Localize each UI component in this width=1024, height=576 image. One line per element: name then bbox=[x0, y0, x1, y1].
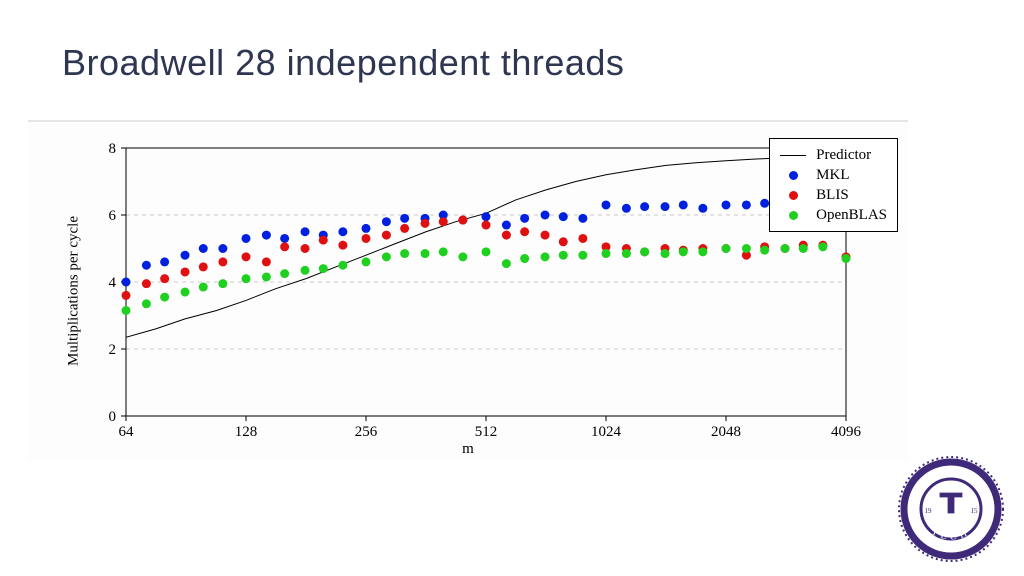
x-axis-label: m bbox=[462, 441, 474, 458]
svg-text:4096: 4096 bbox=[831, 424, 862, 440]
svg-text:1024: 1024 bbox=[591, 424, 622, 440]
legend-label: Predictor bbox=[816, 147, 871, 164]
legend-label: MKL bbox=[816, 167, 849, 184]
legend-label: OpenBLAS bbox=[816, 207, 887, 224]
svg-text:15: 15 bbox=[971, 507, 979, 515]
legend-item: OpenBLAS bbox=[780, 205, 887, 225]
svg-text:0: 0 bbox=[109, 409, 117, 425]
svg-text:19: 19 bbox=[925, 507, 933, 515]
svg-text:256: 256 bbox=[355, 424, 378, 440]
legend-item: Predictor bbox=[780, 145, 887, 165]
svg-text:2: 2 bbox=[109, 342, 117, 358]
page-title: Broadwell 28 independent threads bbox=[62, 42, 624, 84]
chart-legend: Predictor MKL BLIS OpenBLAS bbox=[769, 138, 898, 232]
legend-item: BLIS bbox=[780, 185, 887, 205]
svg-text:TECH: TECH bbox=[930, 526, 973, 542]
tennessee-tech-logo: TENNESSEETECH1915★★ bbox=[896, 454, 1006, 564]
y-axis-label: Multiplications per cycle bbox=[66, 216, 83, 366]
svg-text:128: 128 bbox=[235, 424, 258, 440]
legend-label: BLIS bbox=[816, 187, 849, 204]
svg-text:8: 8 bbox=[109, 141, 117, 157]
svg-text:6: 6 bbox=[109, 208, 117, 224]
svg-text:★: ★ bbox=[908, 506, 916, 516]
legend-item: MKL bbox=[780, 165, 887, 185]
chart-container: 0 2 4 6 8 64 128 256 512 1024 2048 4096 Multiplicat… bbox=[28, 120, 908, 460]
svg-text:★: ★ bbox=[986, 506, 994, 516]
svg-text:2048: 2048 bbox=[711, 424, 741, 440]
svg-text:512: 512 bbox=[475, 424, 498, 440]
svg-text:64: 64 bbox=[119, 424, 135, 440]
svg-text:4: 4 bbox=[109, 275, 117, 291]
